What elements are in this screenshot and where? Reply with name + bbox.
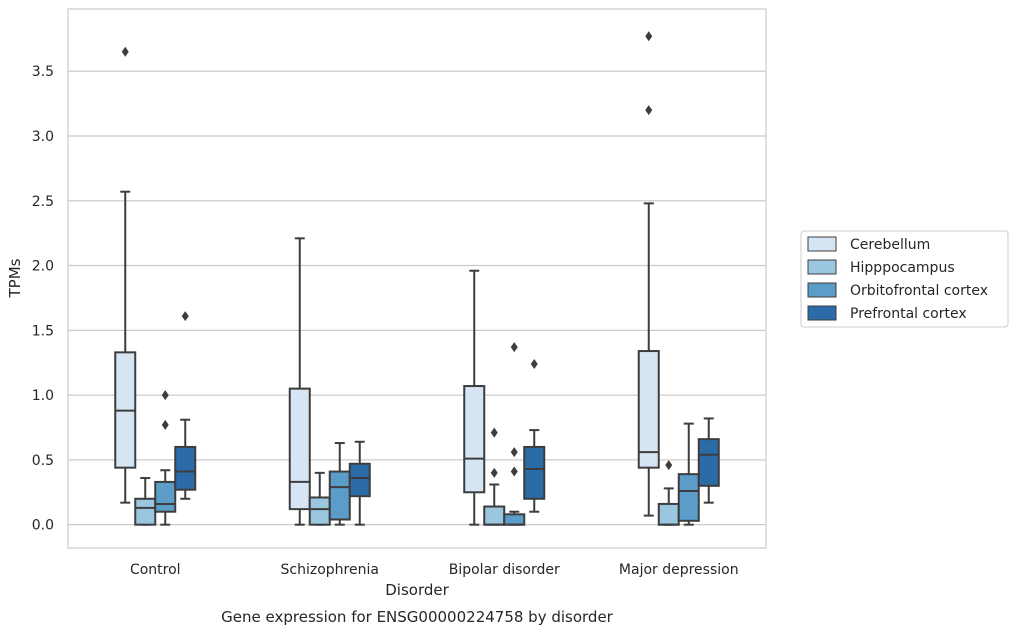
box-prefrontal-cortex <box>697 417 720 504</box>
outlier-point <box>665 460 673 471</box>
legend: Cerebellum Hipppocampus Orbitofrontal cort… <box>800 230 1009 328</box>
x-tick-labels: Control Schizophrenia Bipolar disorder Majo… <box>130 562 739 578</box>
outlier-point <box>161 390 169 401</box>
box-cerebellum <box>463 269 486 526</box>
box-hipppocampus <box>308 471 331 526</box>
legend-swatch <box>807 305 837 321</box>
outlier-point <box>510 466 518 477</box>
outlier-point <box>490 467 498 478</box>
legend-items: Cerebellum Hipppocampus Orbitofrontal cort… <box>807 236 988 322</box>
box-body <box>174 445 197 491</box>
outlier-point <box>510 447 518 458</box>
legend-swatch <box>807 259 837 275</box>
box-body <box>328 470 351 521</box>
box-prefrontal-cortex <box>523 359 546 513</box>
box-prefrontal-cortex <box>174 311 197 500</box>
legend-frame <box>800 230 1009 328</box>
x-tick-label: Schizophrenia <box>281 562 379 578</box>
grid-layer <box>68 70 766 526</box>
box-body <box>523 445 546 500</box>
legend-label: Cerebellum <box>850 237 930 253</box>
box-orbitofrontal-cortex <box>503 342 526 526</box>
y-tick-label: 1.5 <box>32 323 54 339</box>
boxes-layer <box>114 31 720 526</box>
box-hipppocampus <box>657 460 680 526</box>
x-tick-label: Major depression <box>619 562 739 578</box>
box-orbitofrontal-cortex <box>328 442 351 526</box>
box-cerebellum <box>637 31 660 517</box>
box-body <box>154 480 177 513</box>
legend-label: Orbitofrontal cortex <box>850 283 988 299</box>
outlier-point <box>645 31 653 42</box>
box-body <box>483 505 506 526</box>
box-hipppocampus <box>483 427 506 526</box>
box-body <box>657 502 680 526</box>
box-body <box>637 350 660 469</box>
plot-frame <box>67 8 767 549</box>
legend-swatch <box>807 282 837 298</box>
y-tick-label: 2.0 <box>32 259 54 275</box>
x-tick-label: Bipolar disorder <box>449 562 560 578</box>
legend-label: Prefrontal cortex <box>850 306 967 322</box>
y-tick-label: 1.0 <box>32 388 54 404</box>
y-tick-label: 2.5 <box>32 194 54 210</box>
outlier-point <box>510 342 518 353</box>
y-tick-label: 3.5 <box>32 64 54 80</box>
x-tick-label: Control <box>130 562 181 578</box>
box-prefrontal-cortex <box>348 440 371 526</box>
chart-caption: Gene expression for ENSG00000224758 by d… <box>221 608 614 626</box>
box-orbitofrontal-cortex <box>677 422 700 526</box>
legend-swatch <box>807 236 837 252</box>
box-body <box>348 462 371 498</box>
box-orbitofrontal-cortex <box>154 390 177 526</box>
legend-label: Hipppocampus <box>850 260 955 276</box>
box-hipppocampus <box>134 477 157 526</box>
box-body <box>134 497 157 526</box>
box-body <box>308 496 331 526</box>
y-tick-label: 0.0 <box>32 518 54 534</box>
box-cerebellum <box>288 237 311 526</box>
y-tick-label: 3.0 <box>32 129 54 145</box>
y-tick-label: 0.5 <box>32 453 54 469</box>
x-axis-label: Disorder <box>385 581 449 599</box>
outlier-point <box>181 311 189 322</box>
outlier-point <box>490 427 498 438</box>
outlier-point <box>530 359 538 370</box>
box-body <box>697 438 720 487</box>
outlier-point <box>121 46 129 57</box>
y-axis-label: TPMs <box>6 258 24 298</box>
y-tick-labels: 0.0 0.5 1.0 1.5 2.0 2.5 3.0 3.5 <box>32 64 54 533</box>
box-body <box>677 473 700 522</box>
box-cerebellum <box>114 46 137 504</box>
box-body <box>288 387 311 511</box>
box-body <box>503 513 526 526</box>
outlier-point <box>161 419 169 430</box>
box-body <box>463 385 486 494</box>
outlier-point <box>645 105 653 116</box>
